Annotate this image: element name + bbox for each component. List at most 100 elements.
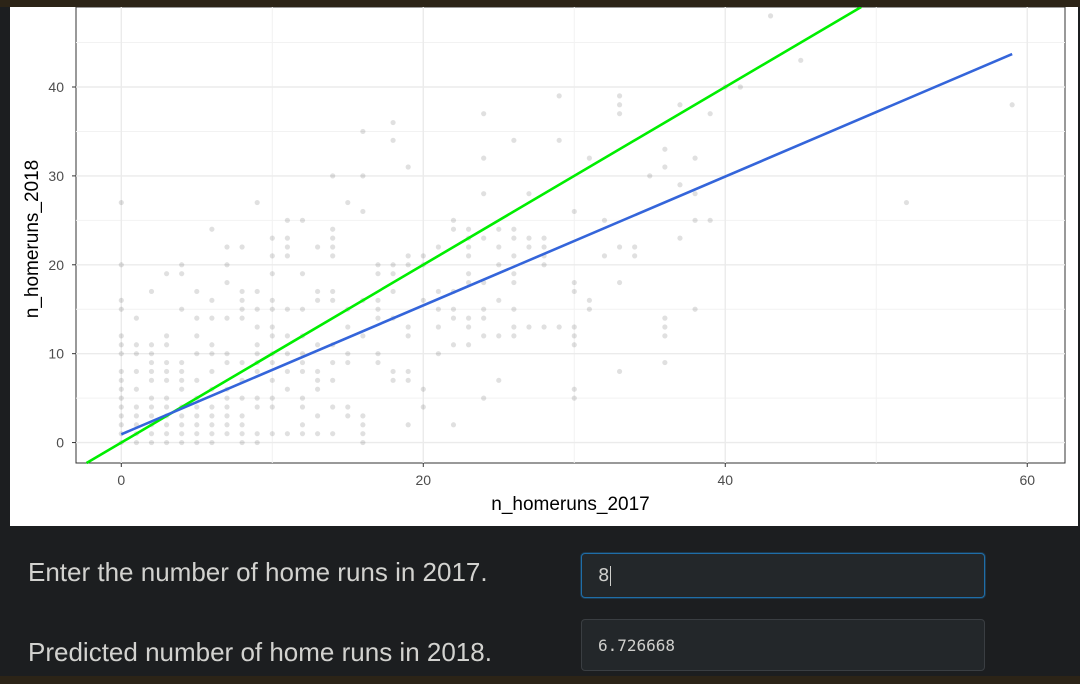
data-point [179, 368, 185, 375]
data-point [239, 288, 245, 295]
data-point [179, 262, 185, 268]
data-point [465, 226, 472, 232]
data-point [254, 288, 260, 295]
data-point [163, 422, 170, 428]
data-point [390, 137, 396, 143]
data-point [360, 333, 366, 339]
home-runs-2017-input[interactable]: 8 [581, 553, 985, 598]
data-point [254, 431, 260, 437]
data-point [390, 119, 396, 126]
data-point [118, 297, 124, 303]
data-point [737, 84, 743, 90]
data-point [299, 368, 306, 375]
data-point [314, 368, 321, 375]
data-point [254, 395, 260, 401]
data-point [209, 342, 215, 348]
data-point [526, 235, 532, 241]
data-point [163, 342, 170, 348]
data-point [465, 244, 472, 250]
data-point [375, 271, 381, 277]
data-point [269, 395, 275, 401]
data-point [511, 279, 517, 286]
data-point [239, 359, 245, 366]
data-point [677, 102, 683, 108]
x-tick-label: 40 [717, 472, 733, 488]
data-point [450, 342, 457, 348]
data-point [496, 297, 502, 303]
data-point [496, 226, 502, 232]
data-point [284, 368, 290, 375]
data-point [284, 235, 290, 241]
data-point [118, 342, 124, 348]
data-point [798, 57, 804, 63]
data-point [239, 315, 245, 321]
data-point [707, 217, 713, 223]
data-point [360, 439, 366, 446]
data-point [330, 288, 336, 295]
data-point [511, 253, 517, 259]
data-point [284, 351, 290, 357]
data-point [118, 333, 124, 339]
data-point [345, 413, 351, 419]
data-point [284, 386, 290, 392]
data-point [375, 315, 381, 321]
y-tick-label: 0 [56, 435, 64, 451]
data-point [481, 333, 487, 339]
data-point [133, 351, 139, 357]
data-point [314, 288, 321, 295]
data-point [224, 315, 230, 321]
data-point [133, 439, 139, 446]
data-point [314, 431, 321, 437]
data-point [511, 306, 517, 312]
data-point [511, 324, 517, 330]
data-point [360, 422, 366, 428]
data-point [224, 279, 230, 286]
data-point [450, 422, 457, 428]
data-point [435, 351, 441, 357]
data-point [571, 333, 577, 339]
data-point [390, 288, 396, 295]
scatter-plot: 0 20 40 60 0 10 20 30 40 n_homeruns_2017 n_homer… [10, 7, 1078, 526]
data-point [616, 279, 623, 286]
data-point [677, 235, 683, 241]
plot-lines [85, 7, 1013, 465]
data-point [556, 324, 562, 330]
data-point [405, 377, 411, 383]
data-point [118, 422, 124, 428]
data-point [254, 199, 260, 206]
plot-axes: 0 20 40 60 0 10 20 30 40 [48, 79, 1035, 488]
data-point [194, 431, 200, 437]
text-caret [610, 565, 612, 586]
data-point [526, 324, 532, 330]
x-tick-label: 60 [1019, 472, 1035, 488]
data-point [209, 368, 215, 375]
data-point [224, 413, 230, 419]
data-point [330, 404, 336, 410]
y-tick-label: 40 [48, 79, 64, 95]
scatter-plot-svg: 0 20 40 60 0 10 20 30 40 n_homeruns_2017 n_homer… [22, 7, 1066, 515]
data-point [405, 368, 411, 375]
data-point [405, 333, 411, 339]
data-point [299, 351, 306, 357]
data-point [118, 404, 124, 410]
data-point [163, 395, 170, 401]
data-point [1009, 102, 1015, 108]
data-point [390, 271, 396, 277]
data-point [541, 262, 547, 268]
data-point [148, 288, 155, 295]
data-point [299, 359, 306, 366]
data-point [209, 226, 215, 232]
data-point [269, 377, 275, 383]
data-point [224, 359, 230, 366]
data-point [194, 351, 200, 357]
output-label: Predicted number of home runs in 2018. [28, 637, 492, 667]
data-point [194, 333, 200, 339]
data-point [616, 111, 623, 117]
data-point [481, 155, 487, 161]
data-point [465, 324, 472, 330]
data-point [299, 217, 306, 223]
data-point [284, 333, 290, 339]
data-point [375, 359, 381, 366]
data-point [481, 315, 487, 321]
data-point [330, 377, 336, 383]
